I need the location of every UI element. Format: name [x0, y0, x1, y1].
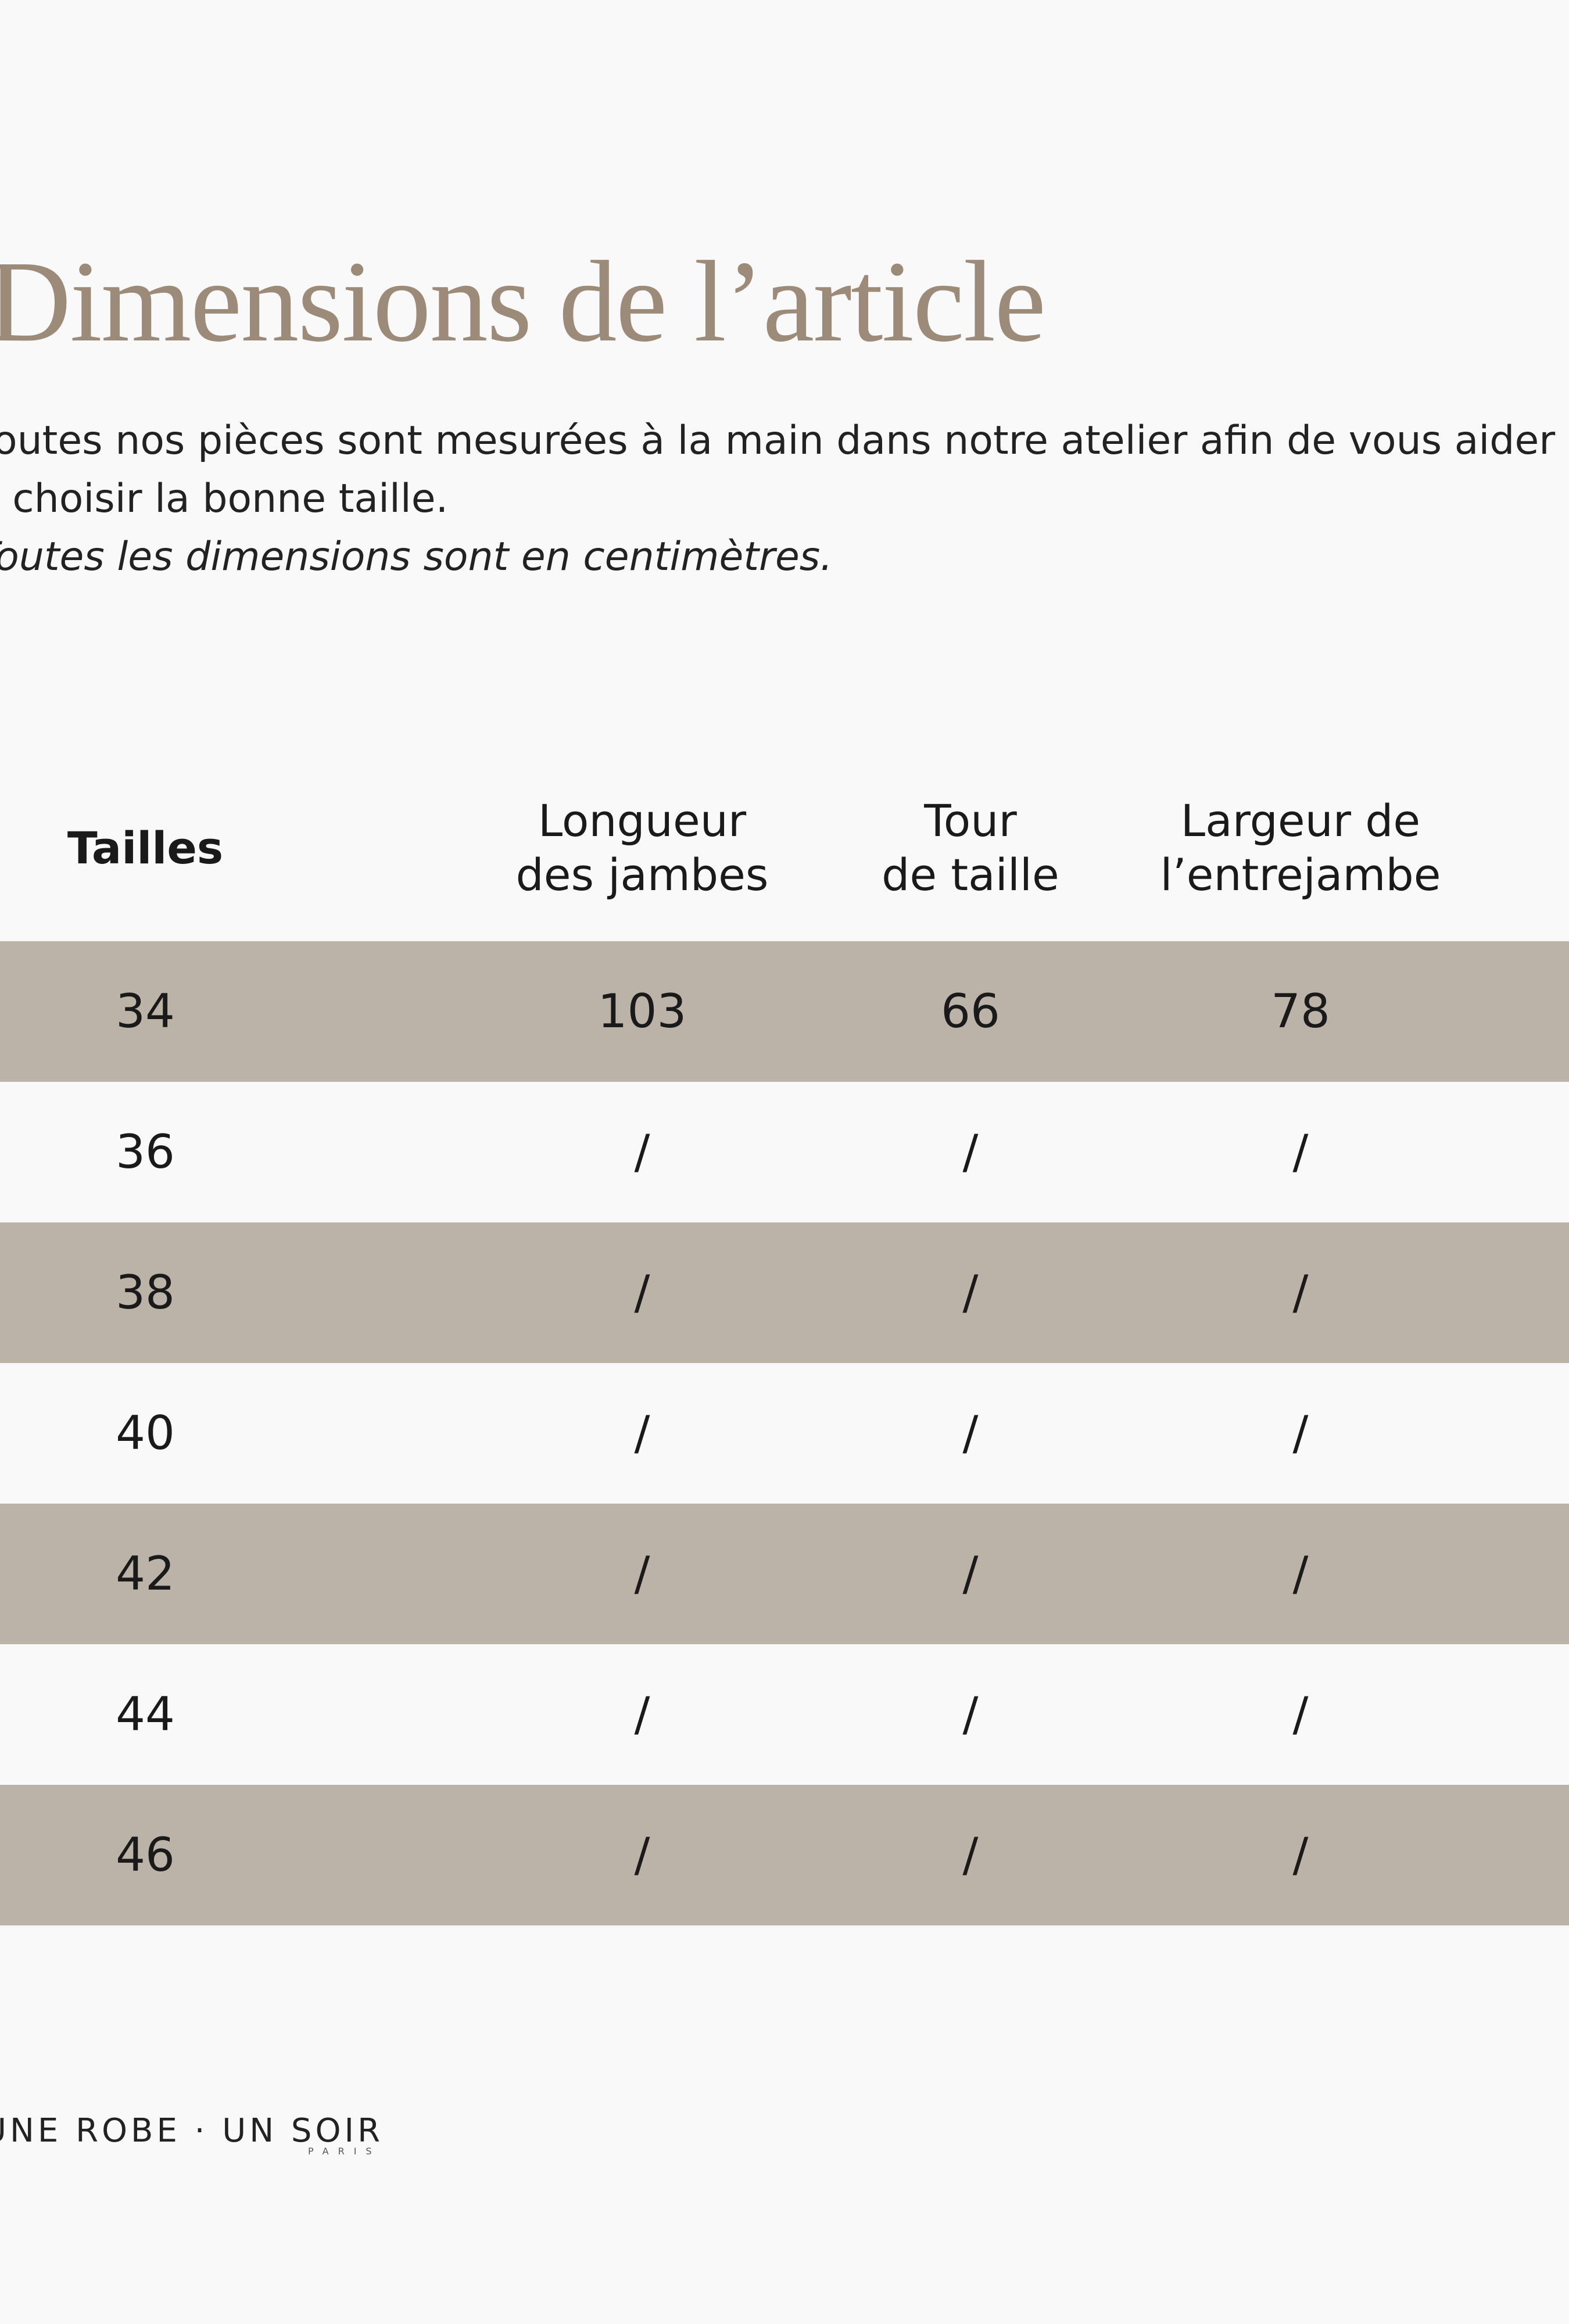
table-cell: 66 [941, 984, 1000, 1039]
table-cell: / [962, 1828, 979, 1882]
size-table: Tailles Longueur des jambes Tour de taille… [0, 755, 1569, 1925]
logo: UNE ROBE · UN SOIR [0, 2112, 384, 2150]
table-cell: 103 [597, 984, 687, 1039]
table-cell: 42 [116, 1547, 175, 1601]
table-row: 36 / / / [0, 1082, 1569, 1222]
table-cell: / [1292, 1406, 1309, 1461]
table-cell: / [634, 1265, 650, 1320]
description-line: à choisir la bonne taille. [0, 476, 449, 522]
table-cell: 38 [116, 1265, 175, 1320]
table-cell: / [1292, 1687, 1309, 1742]
table-cell: 78 [1271, 984, 1330, 1039]
table-row: 34 103 66 78 [0, 941, 1569, 1082]
table-cell: 36 [116, 1125, 175, 1179]
table-cell: / [1292, 1265, 1309, 1320]
header-cell: Tour de taille [882, 795, 1059, 901]
header-cell: Tailles [67, 822, 224, 874]
table-row: 40 / / / [0, 1363, 1569, 1504]
table-cell: / [962, 1547, 979, 1601]
table-cell: / [634, 1547, 650, 1601]
header-cell: Largeur de l’entrejambe [1160, 795, 1441, 901]
table-cell: / [962, 1125, 979, 1179]
note: Toutes les dimensions sont en centimètre… [0, 534, 833, 580]
table-cell: 44 [116, 1687, 175, 1742]
table-row: 42 / / / [0, 1504, 1569, 1644]
table-row: 44 / / / [0, 1644, 1569, 1785]
table-cell: / [962, 1406, 979, 1461]
header-row: Tailles Longueur des jambes Tour de taille… [0, 755, 1569, 941]
table-row: 38 / / / [0, 1222, 1569, 1363]
table-row: 46 / / / [0, 1785, 1569, 1925]
table-cell: / [634, 1406, 650, 1461]
header-cell: Longueur des jambes [515, 795, 769, 901]
table-cell: / [634, 1687, 650, 1742]
table-cell: / [962, 1687, 979, 1742]
title: Dimensions de l’article [0, 238, 1046, 366]
table-cell: / [1292, 1828, 1309, 1882]
description-line: Toutes nos pièces sont mesurées à la mai… [0, 418, 1556, 464]
table-cell: 46 [116, 1828, 175, 1882]
table-cell: / [634, 1828, 650, 1882]
table-cell: / [634, 1125, 650, 1179]
logo-subtitle: PARIS [308, 2146, 381, 2157]
table-cell: 40 [116, 1406, 175, 1461]
table-cell: 34 [116, 984, 175, 1039]
table-cell: / [962, 1265, 979, 1320]
table-cell: / [1292, 1125, 1309, 1179]
table-cell: / [1292, 1547, 1309, 1601]
